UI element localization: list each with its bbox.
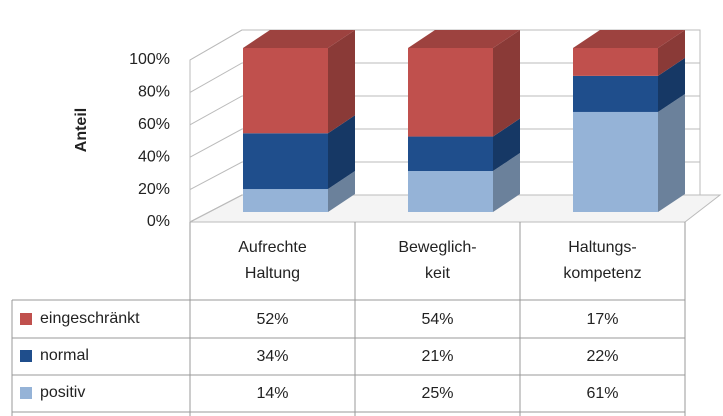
data-label: 61%	[586, 385, 618, 402]
bar-side	[658, 93, 685, 212]
bar-side	[658, 57, 685, 112]
grid-line	[189, 194, 700, 223]
bar-top	[573, 30, 685, 48]
x-tick-label: Haltungs-kompetenz	[563, 239, 641, 282]
y-tick-label: 40%	[138, 148, 170, 165]
grid-line	[189, 62, 700, 93]
data-label: 25%	[421, 385, 453, 402]
data-table	[11, 222, 686, 416]
grid-line	[189, 95, 700, 126]
bar-side	[658, 30, 685, 76]
bar	[243, 48, 328, 134]
data-label: 54%	[421, 311, 453, 328]
bar	[408, 171, 493, 212]
legend-key	[20, 350, 32, 362]
x-tick-label: Beweglich-keit	[398, 239, 476, 282]
y-tick-label: 0%	[147, 213, 170, 230]
bar	[573, 48, 658, 76]
bar	[573, 75, 658, 112]
grid-line	[189, 128, 700, 158]
data-label: 34%	[256, 348, 288, 365]
y-tick-label: 60%	[138, 116, 170, 133]
legend-label: normal	[40, 347, 89, 364]
bar-top	[408, 30, 520, 48]
bar-side	[493, 153, 520, 212]
bar-side	[328, 30, 355, 134]
legend-key	[20, 387, 32, 399]
grid-line	[189, 29, 700, 61]
bar-top	[243, 30, 355, 48]
data-label: 52%	[256, 311, 288, 328]
bar	[243, 133, 328, 190]
bar	[573, 111, 658, 212]
y-tick-label: 20%	[138, 181, 170, 198]
bar	[243, 189, 328, 212]
data-label: 21%	[421, 348, 453, 365]
data-label: 17%	[586, 311, 618, 328]
y-tick-label: 100%	[129, 51, 170, 68]
bar-side	[328, 171, 355, 212]
bar-side	[493, 118, 520, 171]
data-label: 22%	[586, 348, 618, 365]
x-tick-label: Aufrechte Haltung	[238, 239, 307, 282]
data-label: 14%	[256, 385, 288, 402]
legend-label: eingeschränkt	[40, 310, 140, 327]
legend-key	[20, 313, 32, 325]
bar-side	[493, 30, 520, 137]
legend-label: positiv	[40, 384, 85, 401]
grid-line	[189, 161, 700, 191]
bar	[408, 136, 493, 171]
bar-side	[328, 115, 355, 190]
bar	[408, 48, 493, 137]
y-tick-label: 80%	[138, 84, 170, 101]
y-axis-label: Anteil	[73, 108, 90, 152]
